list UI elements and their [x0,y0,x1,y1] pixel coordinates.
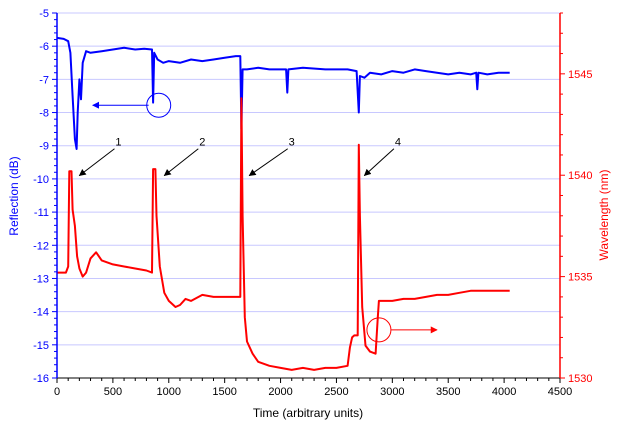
left-tick-label: -8 [39,108,49,120]
x-tick-label: 3500 [436,386,460,398]
left-axis-indicator-circle [146,92,172,118]
right-tick-label: 1535 [568,272,592,284]
right-axis-indicator-circle [366,317,392,343]
left-tick-label: -7 [39,74,49,86]
x-tick-label: 2000 [268,386,292,398]
annotation-arrow [78,148,115,177]
left-tick-label: -13 [33,273,49,285]
annotation-label: 1 [115,137,121,149]
left-tick-label: -16 [33,373,49,385]
right-tick-label: 1530 [568,373,592,385]
x-tick-label: 4000 [492,386,516,398]
x-tick-label: 4500 [548,386,572,398]
right-tick-label: 1540 [568,170,592,182]
right-y-axis-title: Wavelength (nm) [597,170,611,261]
wavelength-series-line [57,97,510,371]
x-tick-label: 0 [54,386,60,398]
right-tick-label: 1545 [568,69,592,81]
left-tick-label: -10 [33,174,49,186]
annotation-label: 3 [289,137,295,149]
annotation-label: 2 [199,137,205,149]
x-tick-label: 1500 [212,386,236,398]
left-tick-label: -5 [39,8,49,20]
x-tick-label: 3000 [380,386,404,398]
annotations: 1 2 3 4 [78,92,438,343]
annotation-arrow [248,148,289,177]
reflection-series-line [56,36,510,150]
left-tick-label: -11 [34,207,49,219]
x-tick-label: 1000 [157,386,181,398]
left-y-axis-title: Reflection (dB) [7,156,21,235]
series-layer [56,36,510,371]
left-tick-label: -15 [33,340,49,352]
left-tick-label: -12 [33,240,49,252]
left-tick-label: -14 [33,307,49,319]
x-tick-label: 500 [104,386,122,398]
x-axis-title: Time (arbitrary units) [253,406,363,420]
annotation-arrow [363,148,395,177]
axes: 0 500 1000 1500 2000 2500 3000 3500 4000 4500 -16 -… [33,8,592,398]
annotation-label: 4 [395,137,401,149]
left-tick-label: -9 [39,141,49,153]
x-tick-label: 2500 [324,386,348,398]
left-tick-label: -6 [39,41,49,53]
annotation-arrow [163,148,199,177]
